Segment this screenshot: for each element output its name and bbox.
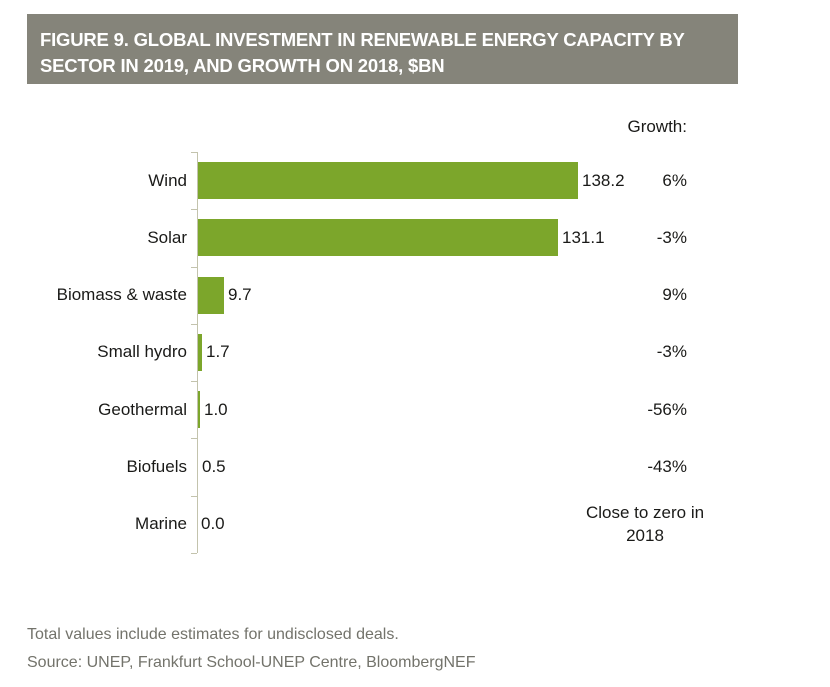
- axis-tick: [191, 324, 197, 325]
- figure-title-banner: FIGURE 9. GLOBAL INVESTMENT IN RENEWABLE…: [27, 14, 738, 84]
- bar-area: 131.1: [197, 209, 605, 266]
- value-label: 0.0: [201, 514, 225, 534]
- growth-label: -56%: [647, 399, 687, 419]
- growth-label: 9%: [662, 285, 687, 305]
- category-label: Small hydro: [97, 342, 187, 362]
- bar: [197, 219, 558, 257]
- growth-label: -3%: [656, 227, 687, 247]
- category-label: Biomass & waste: [56, 285, 187, 305]
- bar-area: 9.7: [197, 267, 252, 324]
- bar-area: 1.7: [197, 324, 230, 381]
- y-axis-line: [197, 152, 198, 553]
- chart-note: Total values include estimates for undis…: [27, 626, 399, 643]
- bar-area: 1.0: [197, 381, 228, 438]
- bar: [197, 162, 578, 200]
- growth-label: -3%: [656, 342, 687, 362]
- growth-label: Close to zero in 2018: [585, 503, 705, 546]
- value-label: 131.1: [562, 227, 605, 247]
- axis-tick: [191, 381, 197, 382]
- chart-row: Biofuels 0.5 -43%: [0, 438, 830, 495]
- value-label: 138.2: [582, 170, 625, 190]
- bar-area: 0.0: [197, 496, 225, 553]
- chart-source: Source: UNEP, Frankfurt School-UNEP Cent…: [27, 654, 476, 671]
- axis-ticks: [191, 152, 198, 554]
- chart-rows: Wind 138.2 6% Solar 131.1 -3% Biomass & …: [0, 152, 830, 553]
- chart-row: Small hydro 1.7 -3%: [0, 324, 830, 381]
- value-label: 1.0: [204, 399, 228, 419]
- axis-tick: [191, 209, 197, 210]
- growth-label: 6%: [662, 170, 687, 190]
- chart-row: Biomass & waste 9.7 9%: [0, 267, 830, 324]
- axis-tick: [191, 496, 197, 497]
- figure-title: FIGURE 9. GLOBAL INVESTMENT IN RENEWABLE…: [40, 29, 685, 76]
- chart-row: Solar 131.1 -3%: [0, 209, 830, 266]
- growth-label: -43%: [647, 456, 687, 476]
- axis-tick: [191, 438, 197, 439]
- chart-row: Marine 0.0 Close to zero in 2018: [0, 496, 830, 553]
- bar: [197, 391, 200, 429]
- axis-tick: [191, 267, 197, 268]
- category-label: Geothermal: [98, 399, 187, 419]
- chart-row: Geothermal 1.0 -56%: [0, 381, 830, 438]
- axis-tick: [191, 152, 197, 153]
- bar-area: 138.2: [197, 152, 625, 209]
- bar-area: 0.5: [197, 438, 226, 495]
- category-label: Wind: [148, 170, 187, 190]
- category-label: Biofuels: [126, 456, 187, 476]
- bar: [197, 333, 202, 371]
- value-label: 9.7: [228, 285, 252, 305]
- value-label: 0.5: [202, 456, 226, 476]
- bar: [197, 276, 224, 314]
- value-label: 1.7: [206, 342, 230, 362]
- chart-row: Wind 138.2 6%: [0, 152, 830, 209]
- category-label: Marine: [135, 514, 187, 534]
- growth-column-header: Growth:: [627, 117, 687, 136]
- chart-footer: Total values include estimates for undis…: [27, 621, 475, 677]
- axis-tick: [191, 553, 197, 554]
- category-label: Solar: [147, 227, 187, 247]
